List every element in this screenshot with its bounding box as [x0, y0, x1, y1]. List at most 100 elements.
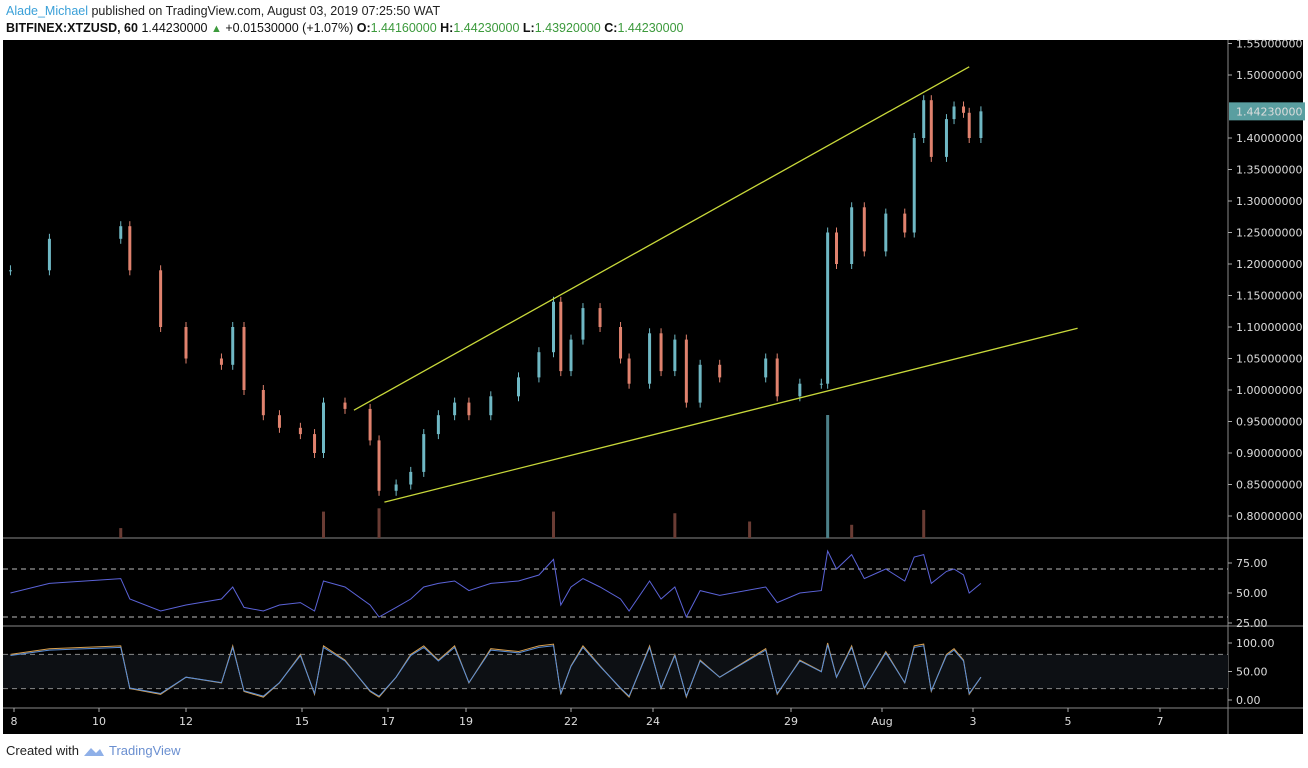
candle	[850, 207, 854, 264]
candle	[569, 339, 573, 372]
volume-bar	[826, 415, 830, 538]
candle	[912, 138, 916, 233]
chart-background	[3, 40, 1303, 734]
candle	[453, 402, 457, 416]
candle	[826, 232, 830, 384]
candle	[798, 383, 802, 397]
date-tick-label: 17	[381, 715, 395, 728]
candle	[184, 327, 188, 359]
date-tick-label: Aug	[871, 715, 892, 728]
candle	[436, 415, 440, 435]
volume-bar	[922, 509, 926, 538]
candle	[929, 100, 933, 157]
author-link[interactable]: Alade_Michael	[6, 4, 88, 18]
candle	[581, 308, 585, 340]
rsi-line	[10, 549, 982, 619]
candle	[922, 100, 926, 138]
price-tick-label: 1.15000000	[1236, 290, 1302, 303]
low-value: 1.43920000	[534, 21, 601, 35]
publish-text: published on TradingView.com, August 03,…	[91, 4, 441, 18]
candle	[862, 207, 866, 252]
date-tick-label: 3	[970, 715, 977, 728]
candle	[598, 308, 602, 327]
candle	[819, 383, 823, 385]
date-tick-label: 10	[92, 715, 106, 728]
volume-bar	[119, 528, 123, 538]
price-tick-label: 1.40000000	[1236, 132, 1302, 145]
volume-bar	[850, 524, 854, 538]
candle	[242, 327, 246, 390]
price-tick-label: 1.20000000	[1236, 258, 1302, 271]
rsi-tick-label: 50.00	[1236, 587, 1268, 600]
price-tick-label: 1.55000000	[1236, 38, 1302, 51]
candle	[659, 333, 663, 372]
price-tick-label: 1.30000000	[1236, 195, 1302, 208]
candle	[537, 352, 541, 378]
high-value: 1.44230000	[453, 21, 520, 35]
symbol-name: BITFINEX:XTZUSD, 60	[6, 21, 138, 35]
candle	[673, 339, 677, 372]
candle	[119, 226, 123, 239]
price-tick-label: 1.05000000	[1236, 353, 1302, 366]
candle	[764, 358, 768, 378]
price-tick-label: 1.35000000	[1236, 164, 1302, 177]
open-value: 1.44160000	[370, 21, 437, 35]
volume-bar	[322, 511, 325, 538]
candle	[698, 364, 702, 403]
candle	[775, 358, 779, 397]
candle	[884, 213, 888, 252]
volume-bar	[748, 521, 752, 538]
candle	[619, 327, 623, 359]
stoch-tick-label: 100.00	[1236, 637, 1275, 650]
candle	[409, 471, 413, 485]
volume-bar	[377, 508, 381, 538]
symbol-legend: BITFINEX:XTZUSD, 60 1.44230000 ▲ +0.0153…	[6, 21, 683, 35]
candle	[967, 112, 971, 138]
candle	[952, 106, 956, 120]
candle	[903, 213, 907, 233]
date-tick-label: 29	[784, 715, 798, 728]
date-tick-label: 8	[11, 715, 18, 728]
candle	[627, 358, 631, 384]
stoch-k-line	[10, 644, 982, 698]
trendline	[353, 66, 970, 411]
price-tick-label: 0.85000000	[1236, 479, 1302, 492]
candle	[8, 270, 12, 272]
candle	[394, 484, 398, 491]
close-value: 1.44230000	[617, 21, 684, 35]
last-price-badge-text: 1.44230000	[1236, 105, 1302, 118]
tradingview-logo-icon	[83, 747, 104, 756]
price-tick-label: 0.95000000	[1236, 416, 1302, 429]
up-triangle-icon: ▲	[210, 23, 222, 35]
candle	[489, 396, 493, 416]
candle	[159, 270, 163, 327]
candle	[648, 333, 652, 384]
trendline	[384, 327, 1078, 503]
rsi-tick-label: 75.00	[1236, 557, 1268, 570]
close-label: C:	[604, 21, 618, 35]
last-price-badge	[1229, 102, 1305, 121]
tradingview-brand-link[interactable]: TradingView	[108, 743, 181, 758]
price-tick-label: 0.80000000	[1236, 510, 1302, 523]
candle	[343, 402, 347, 409]
candle	[219, 358, 223, 365]
candle	[261, 390, 265, 416]
price-chart[interactable]: 1.55000000 1.50000000 1.40000000 1.35000000…	[0, 0, 1308, 740]
candle	[313, 434, 317, 453]
candle	[517, 377, 520, 397]
candle	[835, 232, 838, 264]
price-tick-label: 1.10000000	[1236, 321, 1302, 334]
candle	[552, 301, 555, 353]
stoch-tick-label: 50.00	[1236, 666, 1268, 679]
price-change: +0.01530000 (+1.07%)	[225, 21, 354, 35]
candle	[298, 427, 302, 435]
candle	[422, 434, 426, 472]
price-tick-label: 1.25000000	[1236, 227, 1302, 240]
volume-bar	[552, 511, 555, 538]
open-label: O:	[356, 21, 371, 35]
candle	[277, 415, 281, 428]
candle	[128, 226, 132, 271]
candle	[962, 106, 966, 113]
candle	[47, 238, 51, 271]
date-tick-label: 24	[646, 715, 660, 728]
